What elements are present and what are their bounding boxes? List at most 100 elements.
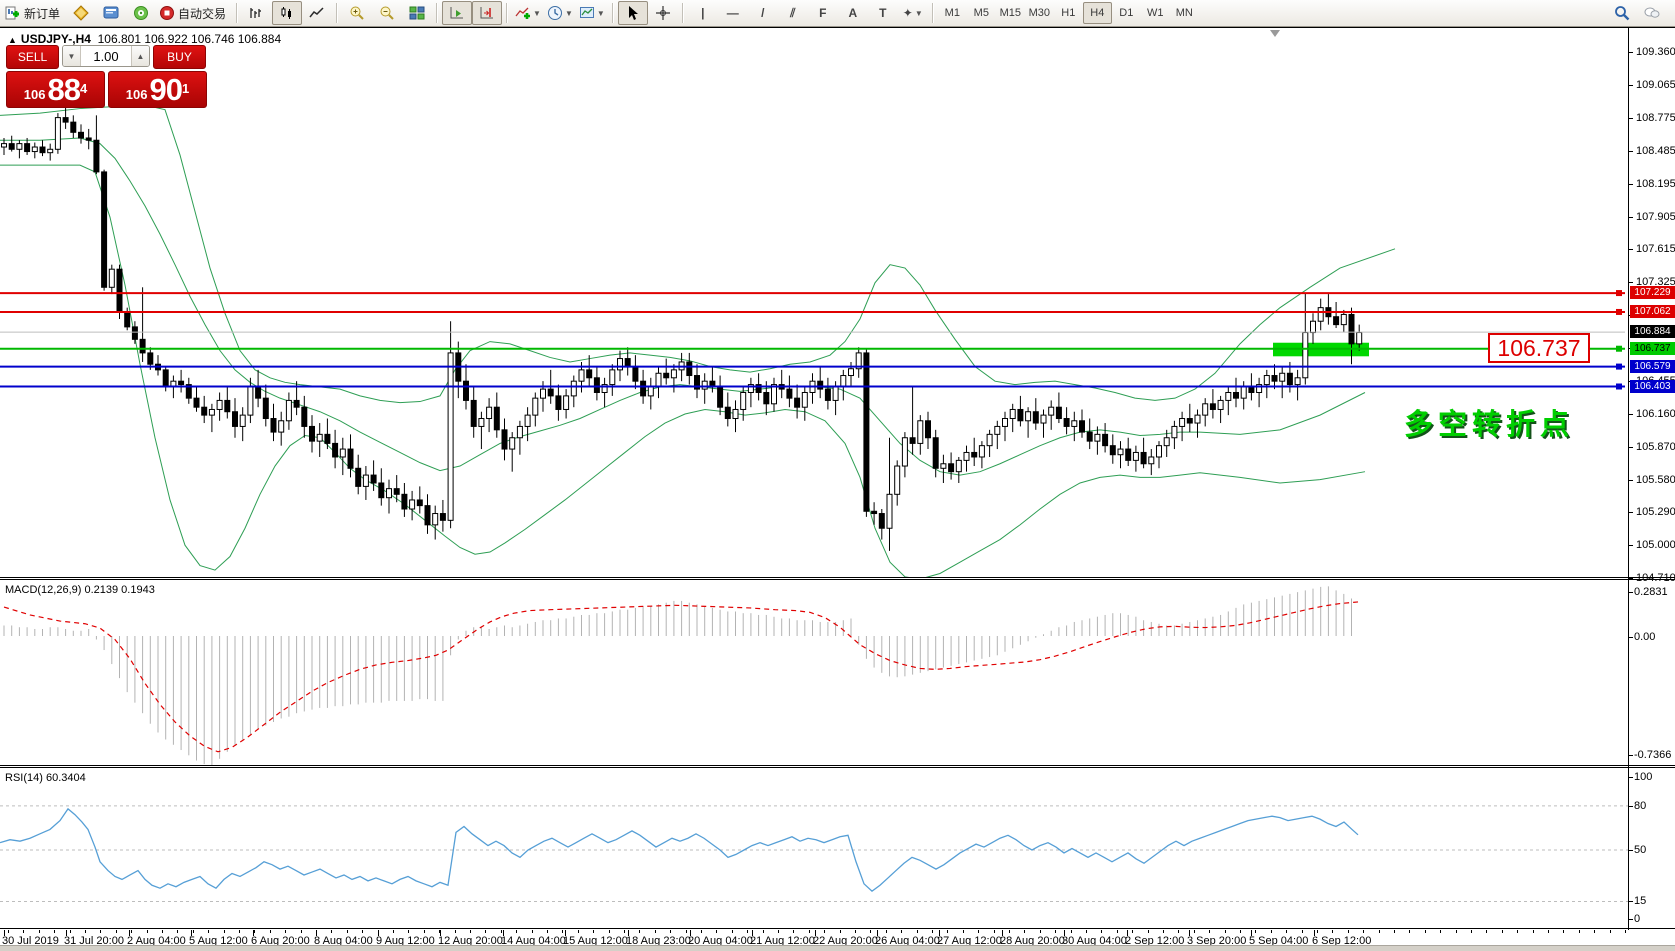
indicators-dropdown-icon[interactable]: ▼ [533,8,541,18]
sell-button[interactable]: SELL [6,45,59,69]
timeframe-m5-button[interactable]: M5 [973,7,989,19]
candle-body [1017,408,1024,422]
axis-tick [1629,777,1633,778]
templates-button[interactable]: ▼ [576,1,608,25]
time-minor-tick [994,930,995,933]
buy-price-button[interactable]: 106 90 1 [108,71,207,108]
search-button[interactable] [1607,1,1637,25]
sell-price-button[interactable]: 106 88 4 [6,71,105,108]
main-chart-canvas[interactable] [0,28,1629,579]
chat-button[interactable] [1637,1,1667,25]
time-major-tick [1002,930,1003,936]
time-major-tick [378,930,379,936]
timeframe-m30-button[interactable]: M30 [1028,7,1050,19]
text-button[interactable]: A [838,1,868,25]
time-major-tick [1251,930,1252,936]
panel-separator-macd[interactable] [0,577,1675,580]
timeframe-m1-button[interactable]: M1 [944,7,960,19]
shapes-button[interactable]: ✦ ▼ [898,1,928,25]
mql-gold-button[interactable] [66,1,96,25]
toolbar-separator [436,3,439,23]
timeframe-d1-button[interactable]: D1 [1119,7,1134,19]
candle-body [732,408,739,420]
trendline-button[interactable]: / [748,1,778,25]
crosshair-button[interactable] [648,1,678,25]
time-label: 3 Sep 20:00 [1187,935,1247,947]
timeframe-w1-button[interactable]: W1 [1147,7,1164,19]
new-order-button[interactable]: 新订单 [2,1,66,25]
periods-button[interactable]: ▼ [544,1,576,25]
candle-body [1217,399,1224,410]
volume-increase-button[interactable]: ▲ [131,46,149,66]
macd-signal-line [3,601,1359,753]
rsi-panel-canvas[interactable] [0,770,1629,928]
zoom-in-button[interactable] [342,1,372,25]
candle-body [270,418,277,433]
chart-line-button[interactable] [302,1,332,25]
volume-input[interactable] [81,47,131,65]
time-minor-tick [1425,930,1426,933]
candle-body [301,406,308,427]
volume-decrease-button[interactable]: ▼ [63,46,81,66]
time-minor-tick [1040,930,1041,933]
timeframe-mn-button[interactable]: MN [1175,7,1193,19]
meta-editor-button[interactable] [96,1,126,25]
timeframe-h1-button[interactable]: H1 [1061,7,1076,19]
chart-candles-icon [279,5,295,21]
symbol-triangle-icon: ▲ [8,35,17,45]
text-label-button[interactable]: T [868,1,898,25]
candle-body [1140,451,1147,465]
time-minor-tick [963,930,964,933]
channel-button[interactable]: ⫽ [778,1,808,25]
macd-panel-canvas[interactable] [0,582,1629,766]
axis-tick [1629,249,1633,250]
candle-body [617,358,623,371]
chat-icon [1644,5,1660,21]
candle-body [309,425,315,442]
time-minor-tick [1409,930,1410,933]
candle-body [185,384,192,399]
templates-dropdown-icon[interactable]: ▼ [596,8,605,18]
auto-scroll-button[interactable] [442,1,473,25]
tile-windows-button[interactable] [402,1,432,25]
hline-button[interactable]: — [718,1,748,25]
time-minor-tick [639,930,640,933]
periods-dropdown-icon[interactable]: ▼ [564,8,573,18]
indicators-button[interactable]: ▼ [512,1,544,25]
axis-tick [1629,52,1633,53]
fibonacci-button[interactable]: F [808,1,838,25]
candle-body [624,358,631,367]
text-label-icon: T [879,6,887,20]
chart-shift-marker-icon[interactable] [1270,30,1280,37]
timeframe-m15-button[interactable]: M15 [999,7,1021,19]
buy-button[interactable]: BUY [153,45,206,69]
chart-shift-button[interactable] [472,1,503,25]
timeframe-h4-button[interactable]: H4 [1082,2,1112,24]
candle-body [416,499,423,507]
cursor-button[interactable] [617,1,648,25]
price-callout-box[interactable]: 106.737 [1488,333,1590,363]
panel-separator-rsi[interactable] [0,765,1675,768]
candle-body [493,406,500,431]
candle-body [401,493,408,510]
time-minor-tick [609,930,610,933]
zoom-out-button[interactable] [372,1,402,25]
candle-body [101,171,108,288]
candle-body [909,437,916,444]
time-minor-tick [1456,930,1457,933]
candle-body [1040,414,1047,424]
volume-stepper[interactable]: ▼ ▲ [62,45,150,67]
time-minor-tick [747,930,748,933]
annotation-cn-text[interactable]: 多空转折点 [1404,409,1575,441]
candle-body [878,513,885,529]
chart-candles-button[interactable] [272,1,303,25]
shapes-dropdown-icon[interactable]: ▼ [914,8,923,18]
signals-button[interactable] [126,1,156,25]
chart-bars-button[interactable] [242,1,272,25]
auto-trading-button[interactable]: 自动交易 [156,1,232,25]
vline-button[interactable]: | [688,1,718,25]
candle-body [216,399,223,410]
time-major-tick [191,930,192,936]
time-minor-tick [39,930,40,933]
new-order-label: 新订单 [24,6,61,21]
